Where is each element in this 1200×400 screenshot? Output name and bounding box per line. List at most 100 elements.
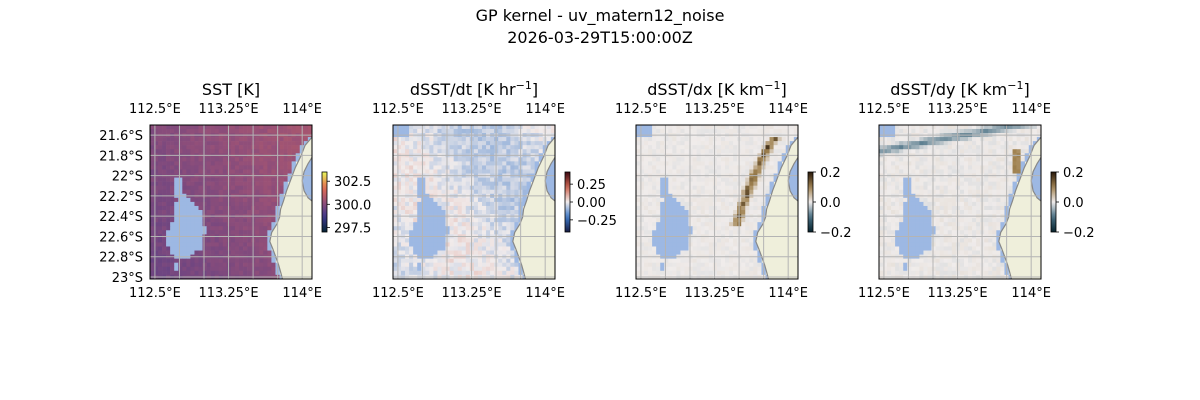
data-cell xyxy=(696,165,701,170)
data-cell xyxy=(486,205,491,211)
data-cell xyxy=(911,165,916,170)
data-cell xyxy=(668,205,673,211)
data-cell xyxy=(514,157,519,162)
data-cell xyxy=(150,226,155,231)
data-cell xyxy=(473,258,479,263)
data-cell xyxy=(162,210,167,215)
data-cell xyxy=(526,157,531,162)
data-cell xyxy=(733,145,738,150)
data-cell xyxy=(976,141,981,146)
data-cell xyxy=(915,205,920,211)
data-cell xyxy=(935,205,940,211)
data-cell xyxy=(433,250,438,255)
data-cell xyxy=(911,201,916,207)
data-cell xyxy=(939,145,944,150)
data-cell xyxy=(396,125,402,130)
data-cell xyxy=(243,141,248,146)
data-cell xyxy=(218,222,224,227)
data-cell xyxy=(206,210,211,215)
data-cell xyxy=(482,262,487,268)
x-tick-label-top: 112.5°E xyxy=(129,102,181,117)
data-cell xyxy=(206,258,211,263)
data-cell xyxy=(433,169,438,174)
data-cell xyxy=(405,250,410,255)
data-cell xyxy=(959,210,965,215)
data-cell xyxy=(234,226,240,231)
data-cell xyxy=(194,185,199,191)
data-cell xyxy=(720,230,726,235)
data-cell xyxy=(692,157,697,162)
data-cell xyxy=(267,201,272,207)
data-cell xyxy=(899,230,904,235)
data-cell xyxy=(417,250,422,255)
data-cell xyxy=(465,222,471,227)
data-cell xyxy=(178,226,183,231)
data-cell xyxy=(194,197,199,203)
data-cell xyxy=(684,210,689,215)
data-cell xyxy=(506,222,511,227)
data-cell xyxy=(230,210,236,215)
data-cell xyxy=(644,197,649,203)
data-cell xyxy=(753,218,758,223)
data-cell xyxy=(243,218,248,223)
data-cell xyxy=(927,218,932,223)
data-cell xyxy=(457,238,463,243)
x-tick-label-bottom: 113.25°E xyxy=(198,286,258,301)
data-cell xyxy=(457,226,463,231)
data-cell xyxy=(413,125,418,130)
data-cell xyxy=(963,128,969,134)
data-cell xyxy=(198,218,203,223)
data-cell xyxy=(700,185,706,191)
data-cell xyxy=(652,201,657,207)
data-cell xyxy=(700,258,706,263)
data-cell xyxy=(174,258,179,263)
data-cell xyxy=(648,250,653,255)
data-cell xyxy=(911,189,916,195)
data-cell xyxy=(259,181,264,186)
data-cell xyxy=(976,210,981,215)
data-cell xyxy=(453,210,458,215)
data-cell xyxy=(882,149,888,154)
data-cell xyxy=(202,181,207,186)
data-cell xyxy=(194,222,199,227)
data-cell xyxy=(486,258,491,263)
data-cell xyxy=(150,238,155,243)
data-cell xyxy=(636,177,641,182)
data-cell xyxy=(745,258,750,263)
data-cell xyxy=(405,230,410,235)
data-cell xyxy=(445,125,450,130)
data-cell xyxy=(206,242,211,247)
data-cell xyxy=(935,125,940,130)
data-cell xyxy=(769,128,774,134)
data-cell xyxy=(745,262,750,268)
data-cell xyxy=(708,181,714,186)
data-cell xyxy=(887,189,892,195)
data-cell xyxy=(194,210,199,215)
data-cell xyxy=(445,262,450,268)
data-cell xyxy=(652,218,657,223)
data-cell xyxy=(150,141,155,146)
data-cell xyxy=(720,246,726,251)
data-cell xyxy=(425,149,430,154)
data-cell xyxy=(263,177,268,182)
data-cell xyxy=(777,149,782,154)
data-cell xyxy=(708,149,714,154)
data-cell xyxy=(919,201,924,207)
data-cell xyxy=(162,177,167,182)
data-cell xyxy=(393,177,398,182)
data-cell xyxy=(166,157,171,162)
data-cell xyxy=(396,128,402,134)
data-cell xyxy=(502,157,507,162)
data-cell xyxy=(733,181,738,186)
data-cell xyxy=(433,218,438,223)
data-cell xyxy=(672,250,677,255)
data-cell xyxy=(421,161,426,166)
data-cell xyxy=(879,201,884,207)
data-cell xyxy=(923,185,928,191)
data-cell xyxy=(708,226,714,231)
data-cell xyxy=(473,218,479,223)
data-cell xyxy=(170,185,175,191)
data-cell xyxy=(514,218,519,223)
data-cell xyxy=(218,145,224,150)
data-cell xyxy=(720,197,726,203)
